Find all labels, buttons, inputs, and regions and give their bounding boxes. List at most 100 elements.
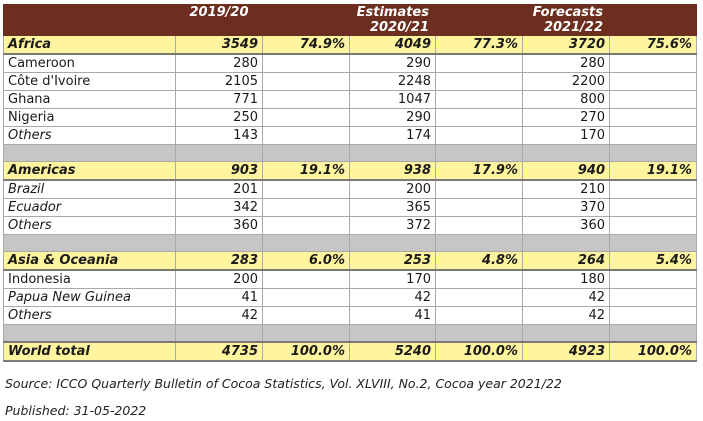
header-forecasts-label: Forecasts	[532, 5, 603, 20]
value-2019-20: 342	[175, 198, 263, 217]
separator-cell	[609, 144, 697, 162]
share-2020-21	[435, 216, 523, 235]
share-2020-21: 4.8%	[435, 251, 523, 271]
separator-cell	[435, 144, 523, 162]
share-2019-20	[262, 198, 350, 217]
country-row: Others 143 174 170	[3, 126, 697, 145]
share-2020-21	[435, 179, 523, 199]
separator-cell	[262, 324, 350, 343]
separator-cell	[435, 234, 523, 252]
share-2021-22	[609, 269, 697, 289]
share-2021-22	[609, 53, 697, 73]
header-blank-cell	[3, 4, 176, 36]
value-2020-21: 1047	[349, 90, 436, 109]
value-2020-21: 253	[349, 251, 436, 271]
share-2019-20: 74.9%	[262, 35, 350, 55]
header-blank-cell	[609, 4, 697, 36]
country-row: Papua New Guinea 41 42 42	[3, 288, 697, 307]
value-2019-20: 360	[175, 216, 263, 235]
value-2021-22: 800	[522, 90, 610, 109]
header-forecasts: Forecasts 2021/22	[522, 4, 610, 36]
value-2019-20: 4735	[175, 341, 263, 362]
country-row: Nigeria 250 290 270	[3, 108, 697, 127]
country-row: Brazil 201 200 210	[3, 179, 697, 199]
share-2021-22	[609, 72, 697, 91]
value-2021-22: 210	[522, 179, 610, 199]
row-label: Africa	[3, 35, 176, 55]
share-2021-22	[609, 126, 697, 145]
separator-cell	[349, 324, 436, 343]
share-2021-22	[609, 108, 697, 127]
value-2019-20: 41	[175, 288, 263, 307]
header-blank-cell	[435, 4, 523, 36]
value-2019-20: 42	[175, 306, 263, 325]
world-total-row: World total 4735 100.0% 5240 100.0% 4923 100.0…	[3, 341, 697, 362]
share-2020-21	[435, 72, 523, 91]
country-row: Côte d'Ivoire 2105 2248 2200	[3, 72, 697, 91]
value-2021-22: 3720	[522, 35, 610, 55]
header-estimates: Estimates 2020/21	[349, 4, 436, 36]
header-blank-cell	[262, 4, 350, 36]
country-row: Indonesia 200 170 180	[3, 269, 697, 289]
share-2020-21: 77.3%	[435, 35, 523, 55]
share-2019-20: 100.0%	[262, 341, 350, 362]
value-2020-21: 174	[349, 126, 436, 145]
value-2019-20: 143	[175, 126, 263, 145]
value-2020-21: 938	[349, 161, 436, 181]
row-label: Papua New Guinea	[3, 288, 176, 307]
share-2019-20	[262, 90, 350, 109]
value-2021-22: 42	[522, 306, 610, 325]
value-2021-22: 270	[522, 108, 610, 127]
share-2020-21	[435, 288, 523, 307]
value-2020-21: 200	[349, 179, 436, 199]
value-2021-22: 2200	[522, 72, 610, 91]
share-2019-20	[262, 53, 350, 73]
separator-cell	[175, 324, 263, 343]
share-2019-20	[262, 216, 350, 235]
header-2019-20: 2019/20	[175, 4, 263, 36]
row-label: Nigeria	[3, 108, 176, 127]
value-2019-20: 283	[175, 251, 263, 271]
share-2021-22	[609, 198, 697, 217]
table-body: Africa 3549 74.9% 4049 77.3% 3720 75.6% Cameroo…	[3, 35, 697, 362]
country-row: Cameroon 280 290 280	[3, 53, 697, 73]
share-2019-20	[262, 126, 350, 145]
share-2021-22: 19.1%	[609, 161, 697, 181]
share-2020-21: 17.9%	[435, 161, 523, 181]
value-2019-20: 903	[175, 161, 263, 181]
row-label: Others	[3, 216, 176, 235]
header-estimates-label: Estimates	[356, 5, 429, 20]
share-2019-20	[262, 72, 350, 91]
row-label: Côte d'Ivoire	[3, 72, 176, 91]
cocoa-production-table-container: 2019/20 Estimates 2020/21 Forecasts 2021…	[3, 4, 697, 362]
row-label: Asia & Oceania	[3, 251, 176, 271]
row-label: Others	[3, 126, 176, 145]
separator-cell	[3, 234, 176, 252]
separator-cell	[3, 144, 176, 162]
separator-cell	[435, 324, 523, 343]
value-2021-22: 180	[522, 269, 610, 289]
value-2021-22: 42	[522, 288, 610, 307]
row-label: Others	[3, 306, 176, 325]
region-row: Asia & Oceania 283 6.0% 253 4.8% 264 5.4%	[3, 251, 697, 271]
separator-cell	[175, 234, 263, 252]
source-note: Source: ICCO Quarterly Bulletin of Cocoa…	[5, 376, 562, 391]
share-2019-20	[262, 306, 350, 325]
separator-cell	[3, 324, 176, 343]
value-2019-20: 280	[175, 53, 263, 73]
row-label: Ghana	[3, 90, 176, 109]
share-2021-22	[609, 90, 697, 109]
separator-cell	[175, 144, 263, 162]
share-2019-20	[262, 179, 350, 199]
share-2021-22	[609, 306, 697, 325]
separator-row	[3, 144, 697, 162]
value-2019-20: 200	[175, 269, 263, 289]
table-header-row: 2019/20 Estimates 2020/21 Forecasts 2021…	[3, 4, 697, 36]
value-2020-21: 170	[349, 269, 436, 289]
row-label: World total	[3, 341, 176, 362]
value-2021-22: 4923	[522, 341, 610, 362]
share-2019-20: 19.1%	[262, 161, 350, 181]
value-2020-21: 365	[349, 198, 436, 217]
value-2021-22: 370	[522, 198, 610, 217]
share-2019-20	[262, 269, 350, 289]
